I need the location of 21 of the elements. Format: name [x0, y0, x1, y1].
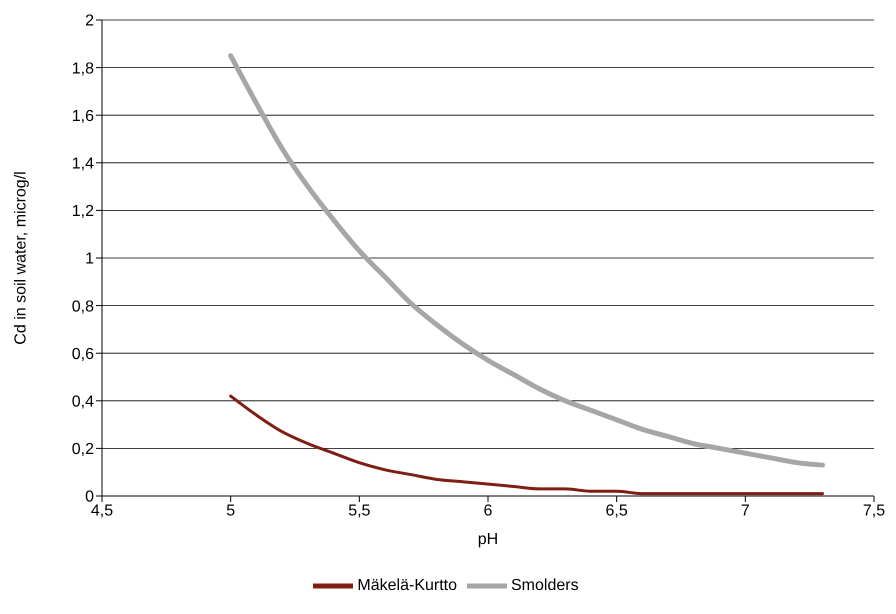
x-tick-label: 7 [740, 502, 750, 520]
x-tick-label: 6 [484, 502, 493, 520]
y-tick-label: 1,8 [72, 60, 94, 78]
y-tick-label: 1,4 [72, 155, 94, 172]
y-tick-label: 0,8 [72, 298, 94, 316]
x-tick-label: 7,5 [862, 502, 886, 520]
x-tick-label: 5,5 [348, 502, 371, 520]
legend-label: Smolders [511, 577, 579, 594]
y-tick-label: 2 [85, 12, 94, 30]
x-axis-title: pH [478, 531, 498, 548]
line-series [229, 394, 824, 496]
x-tick-label: 6,5 [606, 502, 628, 520]
y-tick-label: 0,4 [72, 393, 94, 410]
legend-label: Mäkelä-Kurtto [357, 577, 457, 594]
y-tick-label: 0,2 [72, 441, 94, 458]
x-tick-label: 5 [226, 502, 236, 520]
y-tick-label: 1,2 [72, 203, 94, 220]
y-axis-title: Cd in soil water, microg/l [12, 171, 30, 345]
y-tick-label: 0,6 [72, 346, 94, 363]
y-tick-label: 1,6 [72, 108, 94, 125]
y-tick-label: 1 [85, 250, 94, 268]
